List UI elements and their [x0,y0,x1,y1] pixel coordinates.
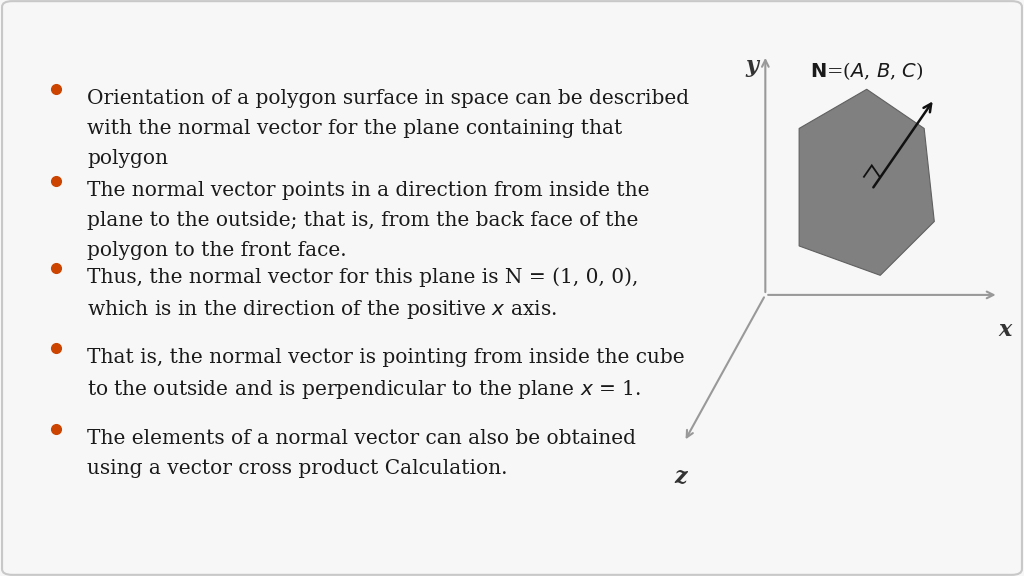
Text: polygon to the front face.: polygon to the front face. [87,241,347,260]
Text: with the normal vector for the plane containing that: with the normal vector for the plane con… [87,119,623,138]
Text: z: z [674,467,687,488]
Text: y: y [745,55,758,77]
Text: x: x [998,319,1012,342]
Text: The elements of a normal vector can also be obtained: The elements of a normal vector can also… [87,429,636,448]
Text: Thus, the normal vector for this plane is N = (1, 0, 0),: Thus, the normal vector for this plane i… [87,268,638,287]
Text: which is in the direction of the positive $\mathit{x}$ axis.: which is in the direction of the positiv… [87,298,557,321]
Text: plane to the outside; that is, from the back face of the: plane to the outside; that is, from the … [87,211,638,230]
Text: Orientation of a polygon surface in space can be described: Orientation of a polygon surface in spac… [87,89,689,108]
Polygon shape [799,89,934,275]
Text: $\mathbf{N}$=($\mathit{A}$, $\mathit{B}$, $\mathit{C}$): $\mathbf{N}$=($\mathit{A}$, $\mathit{B}$… [810,60,924,82]
Text: using a vector cross product Calculation.: using a vector cross product Calculation… [87,459,508,478]
Text: polygon: polygon [87,149,168,168]
Text: The normal vector points in a direction from inside the: The normal vector points in a direction … [87,181,649,200]
Text: to the outside and is perpendicular to the plane $\mathit{x}$ = 1.: to the outside and is perpendicular to t… [87,378,641,401]
Text: That is, the normal vector is pointing from inside the cube: That is, the normal vector is pointing f… [87,348,685,367]
